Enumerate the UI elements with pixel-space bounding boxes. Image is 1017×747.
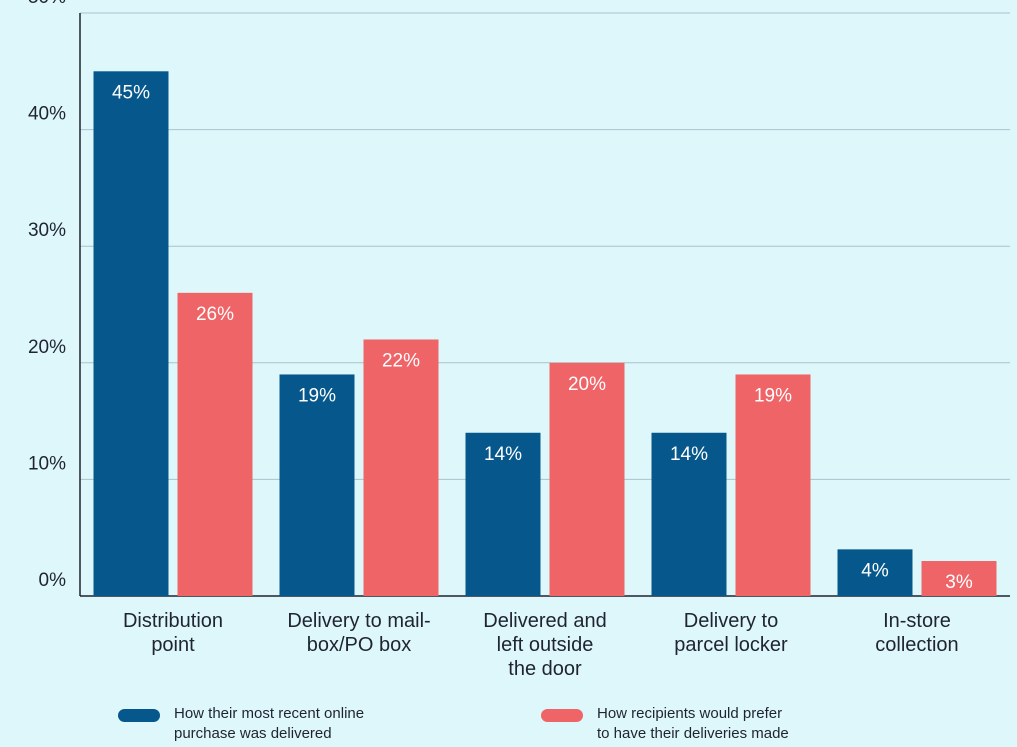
bar [735,374,811,596]
bar [549,362,625,596]
bar [93,71,169,597]
bar-value-label: 19% [754,385,792,406]
bar-value-label: 22% [382,350,420,371]
legend-label-preferred: How recipients would prefer to have thei… [597,705,789,742]
y-tick-label: 40% [28,104,66,125]
bar [465,432,541,596]
y-tick-label: 50% [28,0,66,8]
bar-value-label: 14% [484,444,522,465]
legend-item-preferred: How recipients would prefer to have thei… [541,704,789,744]
bar [651,432,727,596]
x-category-label: Distribution point [123,610,223,656]
y-tick-label: 0% [39,570,67,591]
legend-item-recent: How their most recent online purchase wa… [118,704,364,744]
x-category-label: Delivery to mail-box/PO box [287,610,430,656]
bar-value-label: 45% [112,82,150,103]
y-tick-label: 30% [28,220,66,241]
bar-value-label: 19% [298,385,336,406]
bar-value-label: 4% [861,560,889,581]
legend: How their most recent online purchase wa… [0,704,1017,747]
y-tick-label: 20% [28,337,66,358]
legend-swatch-preferred [541,709,583,722]
x-category-label: Delivered and left outside the door [483,610,606,680]
y-tick-label: 10% [28,453,66,474]
legend-label-recent: How their most recent online purchase wa… [174,705,365,742]
bar [837,549,913,596]
x-category-label: In-store collection [875,610,958,656]
bar-value-label: 26% [196,304,234,325]
bar-value-label: 14% [670,444,708,465]
bar-value-label: 3% [945,572,973,593]
bar [921,561,997,596]
x-category-label: Delivery to parcel locker [674,610,788,656]
bar-chart-svg: 0% 10% 20% 30% 40% 50% 45% 26% Distributionpoint… [28,0,1010,680]
legend-swatch-recent [118,709,160,722]
bar-value-label: 20% [568,374,606,395]
bar [177,292,253,596]
bar [363,339,439,596]
bar [279,374,355,596]
